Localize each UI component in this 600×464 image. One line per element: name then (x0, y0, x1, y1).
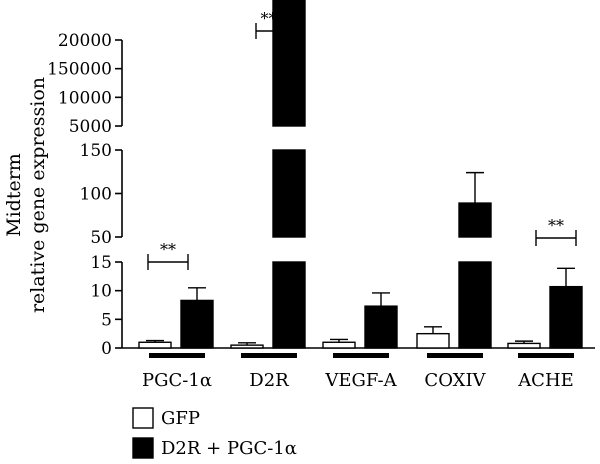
y-tick-label: 10 (90, 282, 112, 302)
x-tick-label: COXIV (424, 370, 486, 391)
bar-gfp (507, 342, 541, 349)
bar-d2r-pgc (458, 202, 492, 238)
y-tick-label: 20000 (58, 31, 112, 51)
bar-d2r-pgc (272, 0, 306, 127)
legend-label: GFP (161, 408, 200, 429)
bar-d2r-pgc (549, 285, 583, 349)
y-tick-label: 150000 (47, 60, 112, 80)
x-axis-labels: PGC-1α D2R VEGF-A COXIV ACHE (142, 353, 574, 391)
bar-gfp (322, 341, 356, 349)
bar-gfp (138, 341, 172, 349)
group-underline (241, 353, 297, 358)
x-tick-label: PGC-1α (142, 370, 212, 391)
significance-label: ** (160, 240, 176, 259)
bar-d2r-pgc (458, 261, 492, 349)
y-axis-label: Midterm relative gene expression (3, 77, 49, 313)
y-tick-label: 5 (101, 310, 112, 330)
legend: GFP D2R + PGC-1α (132, 407, 297, 459)
y-tick-label: 150 (80, 141, 112, 161)
legend-label: D2R + PGC-1α (161, 438, 297, 459)
bars (138, 0, 583, 349)
y-axis-label-line-1: Midterm (3, 153, 25, 237)
group-underline (518, 353, 574, 358)
x-tick-label: ACHE (517, 370, 574, 391)
bar-d2r-pgc (272, 261, 306, 349)
significance-markers: ******** (147, 9, 577, 270)
x-tick-label: VEGF-A (324, 370, 397, 391)
bar-d2r-pgc (272, 149, 306, 238)
significance-label: ** (548, 216, 564, 235)
y-axis-label-line-2: relative gene expression (27, 77, 49, 313)
y-tick-label: 5000 (69, 117, 112, 137)
group-underline (427, 353, 483, 358)
bar-gfp (230, 344, 264, 349)
legend-swatch-d2r-pgc (132, 437, 154, 459)
bar-gfp (416, 332, 450, 349)
legend-swatch-gfp (132, 407, 154, 429)
y-tick-label: 50 (90, 228, 112, 248)
group-underline (149, 353, 205, 358)
y-tick-label: 10000 (58, 88, 112, 108)
y-tick-label: 15 (90, 253, 112, 273)
y-tick-label: 100 (80, 185, 112, 205)
ticks: 0 5 10 15 50 100 150 5000 10000 150000 20000 (47, 31, 122, 359)
x-tick-label: D2R (249, 370, 289, 391)
bar-d2r-pgc (364, 305, 398, 349)
group-underline (333, 353, 389, 358)
y-tick-label: 0 (101, 339, 112, 359)
significance-label: **** (261, 9, 293, 28)
bar-d2r-pgc (180, 299, 214, 349)
